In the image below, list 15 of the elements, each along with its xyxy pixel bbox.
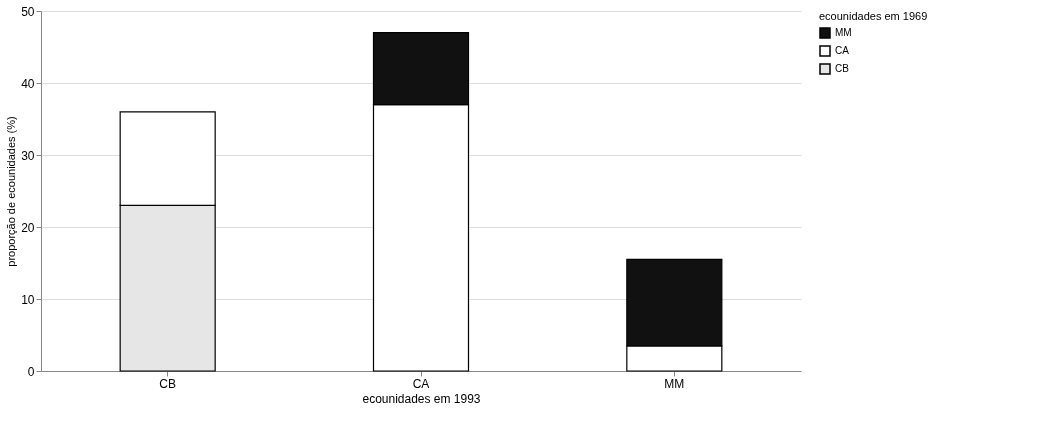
x-axis-title: ecounidades em 1993 — [362, 391, 481, 406]
legend-label: CB — [835, 63, 850, 74]
y-axis-title: proporção de ecounidades (%) — [5, 116, 18, 267]
legend-title: ecounidades em 1969 — [819, 10, 928, 22]
legend-label: MM — [835, 27, 852, 38]
x-tick-label: MM — [664, 376, 685, 391]
y-tick-label: 50 — [21, 4, 35, 19]
y-tick-label: 10 — [21, 292, 35, 307]
legend-label: CA — [835, 45, 850, 56]
y-tick-label: 30 — [21, 148, 35, 163]
x-tick-label: CA — [412, 376, 430, 391]
y-tick-label: 0 — [27, 364, 35, 379]
y-tick-label: 40 — [21, 76, 35, 91]
x-tick-label: CB — [159, 376, 176, 391]
y-tick-label: 20 — [21, 220, 35, 235]
